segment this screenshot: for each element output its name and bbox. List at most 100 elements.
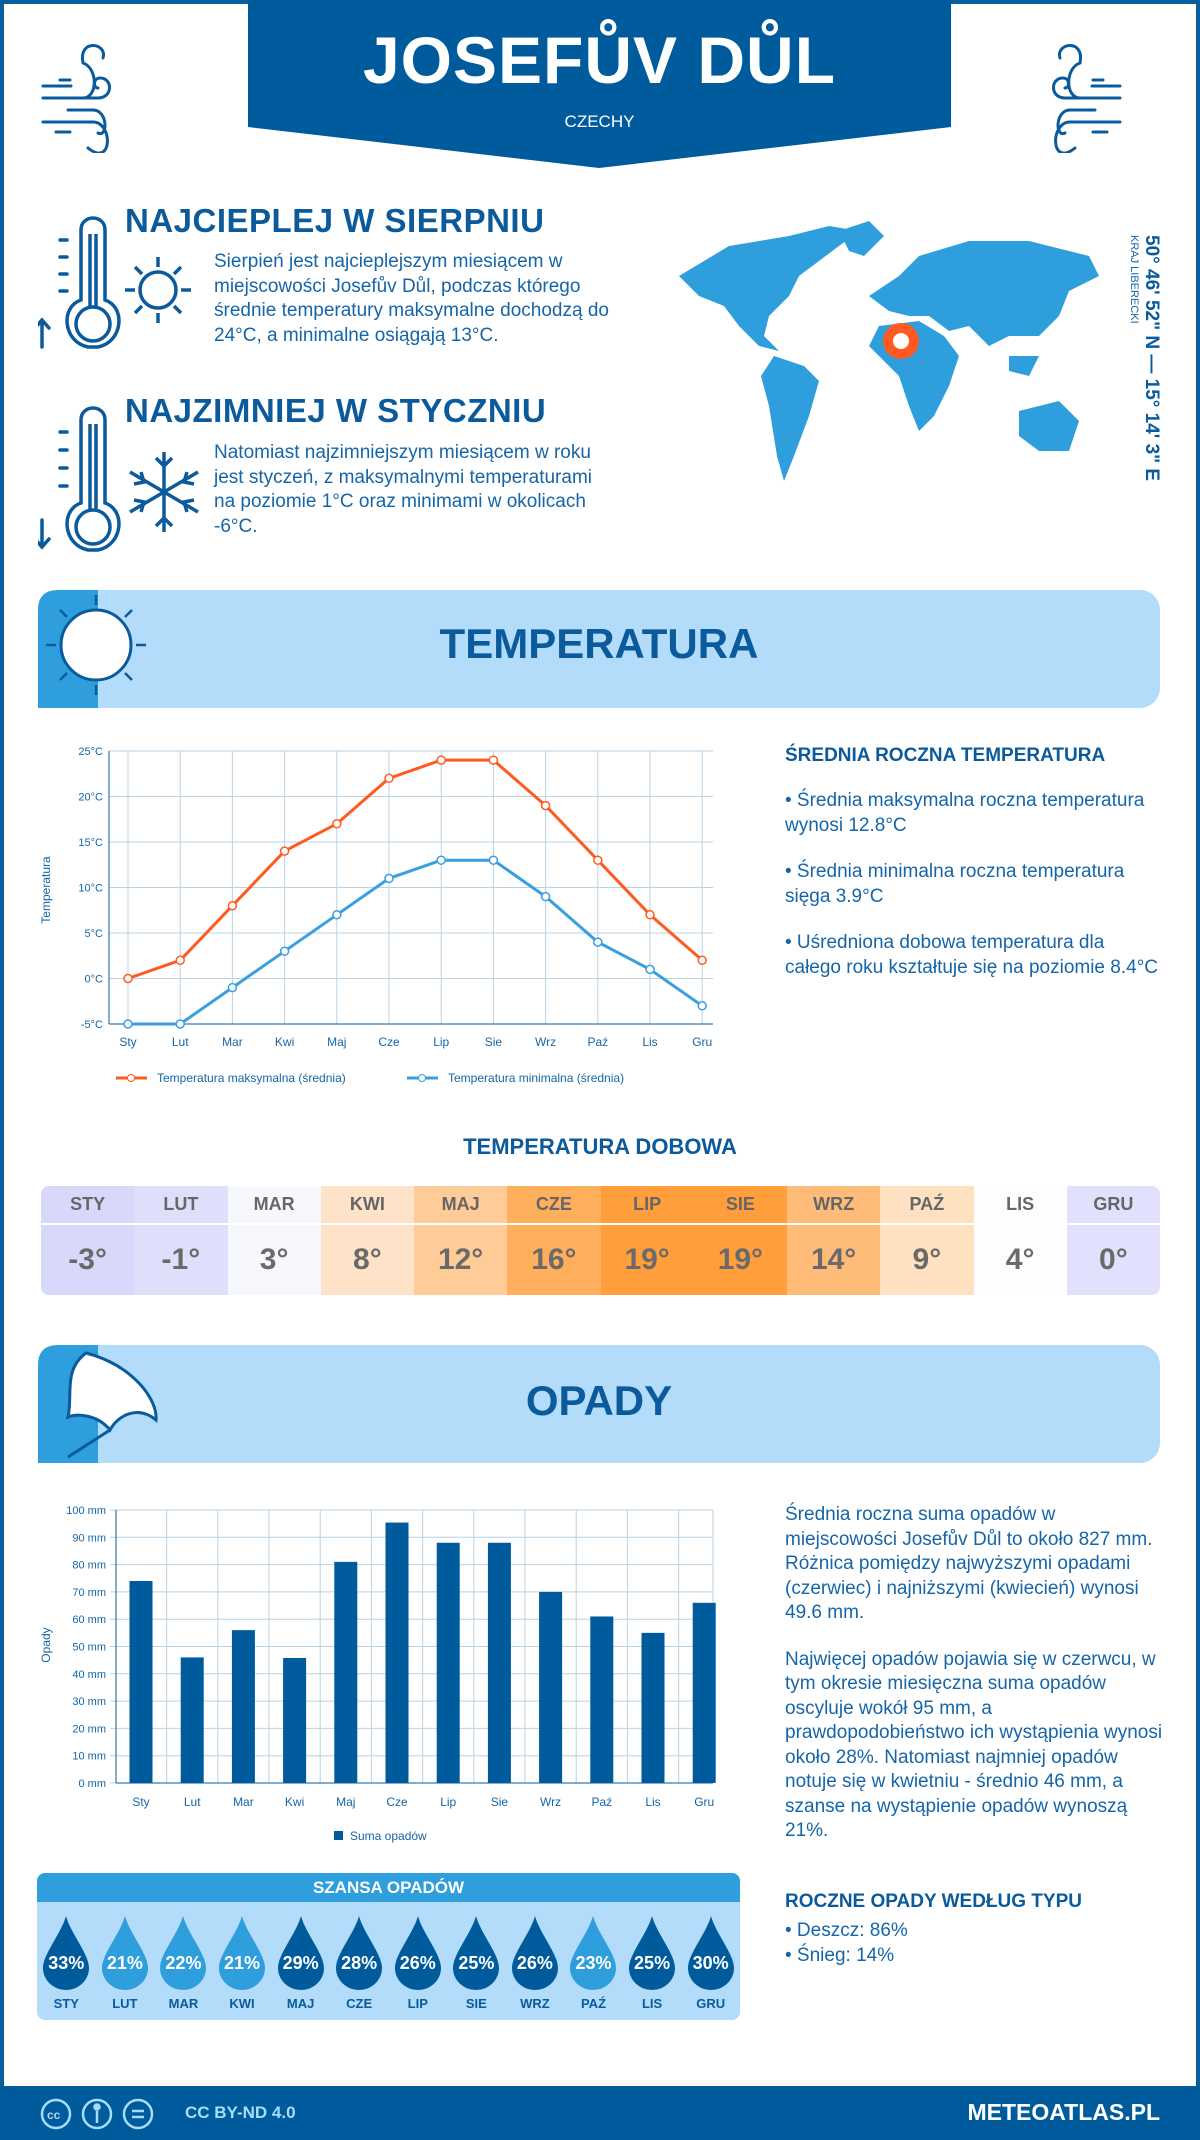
x-tick-label: Mar [222, 1035, 243, 1049]
x-tick-label: Lip [433, 1035, 449, 1049]
data-point [697, 955, 707, 966]
x-tick-label: Sie [485, 1035, 503, 1049]
daily-temp-cell: GRU 0° [1066, 1186, 1160, 1295]
precip-chance-month: CZE [346, 1996, 373, 2011]
bar [231, 1630, 255, 1783]
daily-value: 0° [1099, 1243, 1128, 1276]
data-point [593, 855, 603, 865]
raindrop-icon [687, 1916, 734, 1990]
precip-chance-item: 25% LIS [623, 1916, 682, 2011]
precip-chance-month: MAJ [286, 1996, 315, 2011]
daily-temp-cell: SIE 19° [693, 1186, 787, 1295]
daily-month: MAJ [414, 1186, 508, 1225]
bar [590, 1616, 614, 1783]
data-point [488, 755, 499, 765]
y-tick-label: 100 mm [66, 1505, 106, 1517]
x-tick-label: Lis [642, 1035, 657, 1049]
series-line-0 [127, 758, 704, 980]
precip-chance-item: 26% WRZ [506, 1916, 565, 2011]
precip-chance-value: 22% [165, 1953, 202, 1973]
precip-chance-month: MAR [168, 1996, 199, 2011]
cc-license-icons: cc [40, 2098, 154, 2130]
raindrop-icon [629, 1916, 676, 1990]
x-tick-label: Wrz [535, 1035, 556, 1049]
coldest-text: Natomiast najzimniejszym miesiącem w rok… [214, 442, 592, 537]
thermometer-snowflake-icon [38, 406, 199, 552]
sun-icon [38, 590, 146, 708]
precip-chance-value: 23% [575, 1953, 612, 1973]
data-point [279, 946, 290, 956]
bar [539, 1591, 563, 1783]
precip-chance-item: 21% LUT [96, 1916, 155, 2011]
y-tick-label: 20°C [78, 792, 103, 804]
bar [487, 1542, 511, 1783]
x-tick-label: Kwi [285, 1795, 304, 1809]
precip-chance-item: 22% MAR [154, 1916, 213, 2011]
x-tick-label: Maj [327, 1035, 346, 1049]
data-point [123, 1019, 133, 1029]
daily-temp-cell: MAR 3° [227, 1186, 321, 1295]
legend-label: Temperatura maksymalna (średnia) [157, 1071, 346, 1085]
daily-month: KWI [320, 1186, 414, 1225]
precip-chance-item: 21% KWI [213, 1916, 272, 2011]
y-tick-label: 50 mm [72, 1642, 106, 1654]
precip-chance-month: GRU [696, 1996, 726, 2011]
world-map [679, 221, 1099, 481]
temperature-title: TEMPERATURA [439, 620, 759, 667]
precip-chance-title: SZANSA OPADÓW [37, 1873, 740, 1902]
y-tick-label: 25°C [78, 746, 103, 758]
precip-chance-value: 21% [106, 1953, 143, 1973]
y-tick-label: 20 mm [72, 1723, 106, 1735]
y-axis-label: Temperatura [39, 856, 53, 924]
y-axis-label: Opady [39, 1627, 53, 1662]
thermometer-sun-icon [38, 216, 191, 349]
precip-chance-month: LIP [407, 1996, 428, 2011]
precip-text: Najwięcej opadów pojawia się w czerwcu, … [785, 1648, 1163, 1842]
temperature-banner [38, 590, 1160, 708]
data-point [227, 982, 238, 993]
daily-temp-cell: CZE 16° [507, 1186, 601, 1295]
footer: cc CC BY-ND 4.0 METEOATLAS.PL [0, 2086, 1200, 2140]
legend-swatch [334, 1831, 343, 1840]
raindrop-icon [453, 1916, 500, 1990]
legend-marker [127, 1074, 135, 1082]
precipitation-summary: Średnia roczna suma opadów w miejscowośc… [785, 1503, 1170, 1866]
daily-month: STY [41, 1186, 135, 1225]
country-label: CZECHY [564, 112, 635, 131]
wind-icon [1052, 44, 1122, 153]
y-tick-label: 10°C [78, 883, 103, 895]
data-point [332, 819, 342, 829]
daily-temp-cell: LIS 4° [973, 1186, 1067, 1295]
daily-month: GRU [1066, 1186, 1160, 1225]
precip-chance-panel: SZANSA OPADÓW 33% STY 21% LUT 22% MAR 21% KWI 29… [37, 1873, 740, 2020]
precip-chance-value: 26% [516, 1953, 553, 1973]
data-point [645, 964, 655, 975]
precip-chance-item: 29% MAJ [271, 1916, 330, 2011]
license-label: CC BY-ND 4.0 [185, 2103, 296, 2122]
bar [436, 1542, 460, 1783]
daily-value: 16° [531, 1243, 577, 1276]
daily-month: CZE [507, 1186, 601, 1225]
precipitation-title: OPADY [525, 1377, 673, 1424]
raindrop-icon [43, 1916, 90, 1990]
precip-type-rain: • Deszcz: 86% [785, 1920, 908, 1941]
raindrop-icon [101, 1916, 148, 1990]
warmest-text: Sierpień jest najcieplejszym miesiącem w… [214, 251, 609, 346]
daily-month: WRZ [787, 1186, 881, 1225]
svg-text:cc: cc [47, 2108, 61, 2122]
site-link[interactable]: METEOATLAS.PL [967, 2099, 1160, 2125]
precip-chance-month: STY [53, 1996, 79, 2011]
daily-temp-cell: WRZ 14° [787, 1186, 881, 1295]
precip-chance-value: 33% [48, 1953, 85, 1973]
legend-marker [418, 1074, 426, 1082]
data-point [332, 910, 342, 920]
daily-value: 19° [624, 1243, 670, 1276]
precip-chance-item: 26% LIP [388, 1916, 447, 2011]
summary-bullet: • Uśredniona dobowa temperatura dla całe… [785, 932, 1159, 978]
x-tick-label: Sty [119, 1035, 136, 1049]
bar [129, 1580, 153, 1783]
precip-chance-item: 33% STY [37, 1916, 96, 2011]
daily-temperature-title: TEMPERATURA DOBOWA [463, 1134, 737, 1159]
y-tick-label: 70 mm [72, 1587, 106, 1599]
raindrop-icon [160, 1916, 207, 1990]
